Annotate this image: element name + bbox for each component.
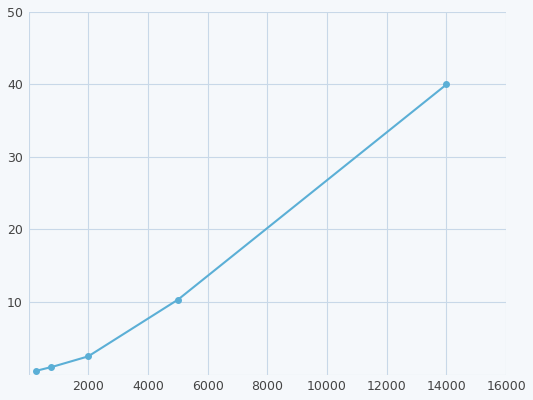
Point bbox=[84, 353, 92, 360]
Point bbox=[31, 368, 40, 374]
Point bbox=[174, 297, 182, 303]
Point bbox=[442, 81, 451, 88]
Point bbox=[46, 364, 55, 370]
